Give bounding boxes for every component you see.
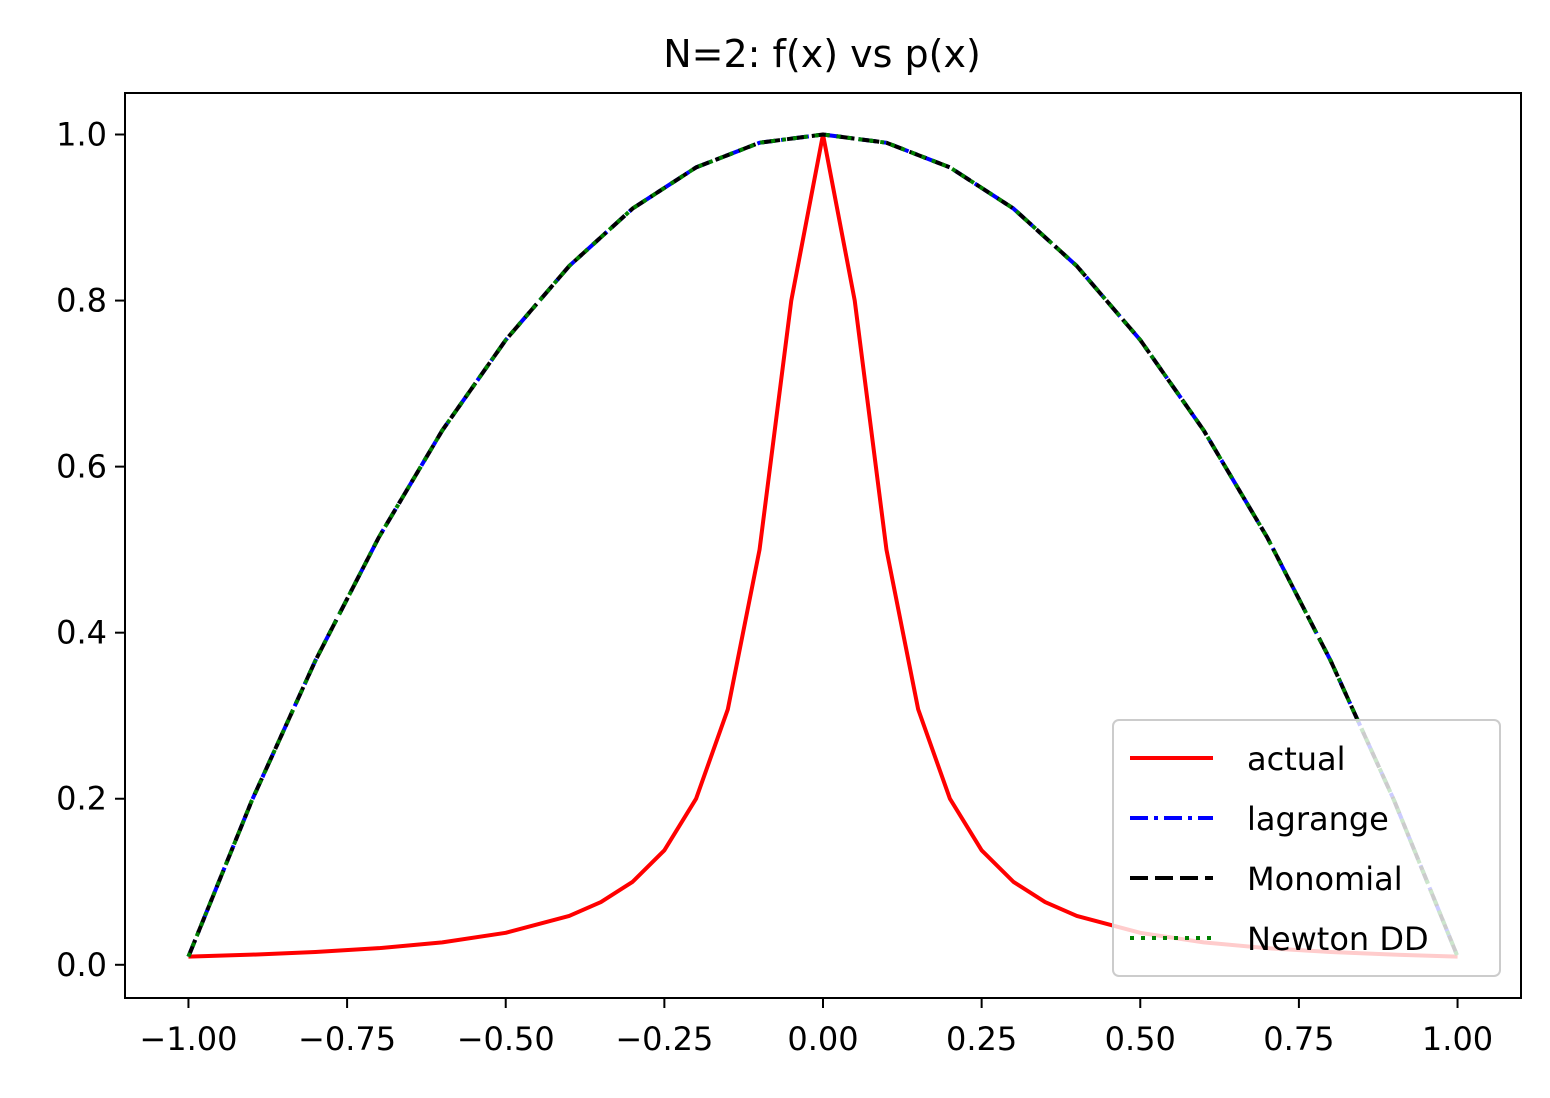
legend-box bbox=[1112, 719, 1501, 977]
x-tick-label: 0.50 bbox=[1105, 1020, 1176, 1058]
x-tick-label: −0.50 bbox=[457, 1020, 555, 1058]
x-tick-label: 0.25 bbox=[946, 1020, 1017, 1058]
y-tick-label: 0.4 bbox=[56, 614, 107, 652]
y-tick-label: 0.0 bbox=[56, 946, 107, 984]
y-axis: 0.0 0.2 0.4 0.6 0.8 1.0 bbox=[56, 116, 125, 984]
legend-label: Newton DD bbox=[1247, 920, 1429, 958]
legend: actual lagrange Monomial Newton DD bbox=[1112, 719, 1501, 977]
x-tick-label: 0.00 bbox=[787, 1020, 858, 1058]
legend-label: Monomial bbox=[1247, 860, 1403, 898]
x-tick-label: 1.00 bbox=[1422, 1020, 1493, 1058]
y-tick-label: 0.2 bbox=[56, 780, 107, 818]
x-tick-label: −1.00 bbox=[139, 1020, 237, 1058]
legend-label: actual bbox=[1247, 740, 1346, 778]
x-axis: −1.00 −0.75 −0.50 −0.25 0.00 0.25 0.50 0.75 1.00 bbox=[139, 998, 1493, 1058]
y-tick-label: 0.8 bbox=[56, 282, 107, 320]
y-tick-label: 1.0 bbox=[56, 116, 107, 154]
x-tick-label: 0.75 bbox=[1263, 1020, 1334, 1058]
x-tick-label: −0.75 bbox=[298, 1020, 396, 1058]
series-line-monomial bbox=[186, 132, 1460, 958]
legend-label: lagrange bbox=[1247, 800, 1389, 838]
chart-title: N=2: f(x) vs p(x) bbox=[663, 32, 981, 76]
y-tick-label: 0.6 bbox=[56, 448, 107, 486]
x-tick-label: −0.25 bbox=[615, 1020, 713, 1058]
